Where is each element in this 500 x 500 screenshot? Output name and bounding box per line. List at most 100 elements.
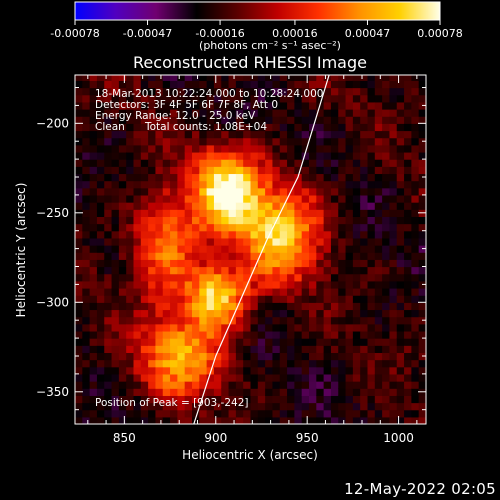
heatmap-cell <box>404 130 412 139</box>
heatmap-cell <box>228 330 237 339</box>
heatmap-cell <box>206 87 215 96</box>
heatmap-cell <box>396 87 405 96</box>
heatmap-cell <box>382 123 391 132</box>
heatmap-cell <box>133 151 142 160</box>
heatmap-cell <box>221 137 230 146</box>
heatmap-cell <box>148 302 157 311</box>
heatmap-cell <box>82 316 91 325</box>
heatmap-cell <box>272 273 281 282</box>
heatmap-cell <box>235 359 244 368</box>
heatmap-cell <box>382 373 391 382</box>
heatmap-cell <box>272 323 281 332</box>
heatmap-cell <box>133 373 142 382</box>
heatmap-cell <box>316 109 325 117</box>
heatmap-cell <box>213 323 222 332</box>
heatmap-cell <box>257 137 266 146</box>
heatmap-cell <box>272 237 281 246</box>
heatmap-cell <box>221 323 230 332</box>
heatmap-cell <box>126 237 135 246</box>
heatmap-cell <box>301 137 310 146</box>
heatmap-cell <box>279 409 288 418</box>
heatmap-cell <box>235 280 244 289</box>
heatmap-cell <box>170 338 178 346</box>
heatmap-cell <box>265 173 274 182</box>
heatmap-cell <box>155 266 164 275</box>
heatmap-cell <box>404 80 412 89</box>
heatmap-cell <box>199 180 208 189</box>
heatmap-cell <box>309 116 317 124</box>
heatmap-cell <box>389 151 398 160</box>
heatmap-cell <box>301 295 310 303</box>
heatmap-cell <box>155 80 164 89</box>
heatmap-cell <box>367 194 376 203</box>
heatmap-cell <box>235 87 244 96</box>
heatmap-cell <box>213 75 222 81</box>
heatmap-cell <box>374 330 383 339</box>
heatmap-cell <box>309 202 317 210</box>
heatmap-cell <box>104 266 113 275</box>
heatmap-cell <box>199 316 208 325</box>
heatmap-cell <box>287 338 295 346</box>
heatmap-cell <box>221 144 230 153</box>
heatmap-cell <box>418 402 426 411</box>
heatmap-cell <box>396 309 405 318</box>
heatmap-cell <box>330 295 339 303</box>
heatmap-cell <box>104 252 113 260</box>
heatmap-cell <box>96 280 105 289</box>
heatmap-cell <box>352 109 361 117</box>
heatmap-cell <box>352 209 361 217</box>
heatmap-cell <box>382 259 391 268</box>
heatmap-cell <box>338 237 347 246</box>
heatmap-cell <box>272 373 281 382</box>
heatmap-cell <box>111 366 120 375</box>
heatmap-cell <box>111 187 120 196</box>
heatmap-cell <box>396 173 405 182</box>
heatmap-cell <box>221 316 230 325</box>
heatmap-cell <box>257 116 266 124</box>
heatmap-cell <box>104 159 113 167</box>
heatmap-cell <box>162 295 171 303</box>
heatmap-cell <box>257 75 266 81</box>
heatmap-cell <box>389 366 398 375</box>
heatmap-cell <box>404 245 412 253</box>
heatmap-cell <box>213 395 222 404</box>
heatmap-cell <box>118 180 127 189</box>
heatmap-cell <box>316 194 325 203</box>
heatmap-cell <box>316 345 325 354</box>
heatmap-cell <box>89 259 98 268</box>
heatmap-cell <box>170 187 178 196</box>
heatmap-cell <box>184 280 193 289</box>
heatmap-cell <box>82 80 91 89</box>
heatmap-cell <box>89 151 98 160</box>
heatmap-cell <box>148 116 157 124</box>
heatmap-cell <box>309 259 317 268</box>
heatmap-cell <box>199 144 208 153</box>
heatmap-cell <box>89 395 98 404</box>
heatmap-cell <box>184 302 193 311</box>
heatmap-cell <box>96 273 105 282</box>
heatmap-cell <box>257 359 266 368</box>
heatmap-cell <box>228 144 237 153</box>
heatmap-cell <box>140 159 149 167</box>
heatmap-cell <box>389 75 398 81</box>
heatmap-cell <box>177 373 186 382</box>
heatmap-cell <box>389 123 398 132</box>
heatmap-cell <box>367 202 376 210</box>
heatmap-cell <box>228 381 237 389</box>
heatmap-cell <box>118 316 127 325</box>
heatmap-cell <box>345 359 354 368</box>
heatmap-cell <box>265 223 274 232</box>
heatmap-cell <box>272 173 281 182</box>
heatmap-cell <box>184 381 193 389</box>
heatmap-cell <box>294 330 303 339</box>
heatmap-cell <box>155 316 164 325</box>
heatmap-cell <box>243 323 252 332</box>
heatmap-cell <box>118 87 127 96</box>
heatmap-cell <box>382 101 391 110</box>
heatmap-cell <box>170 130 178 139</box>
heatmap-cell <box>257 373 266 382</box>
heatmap-cell <box>367 80 376 89</box>
heatmap-cell <box>404 287 412 296</box>
heatmap-cell <box>82 245 91 253</box>
heatmap-cell <box>206 166 215 175</box>
